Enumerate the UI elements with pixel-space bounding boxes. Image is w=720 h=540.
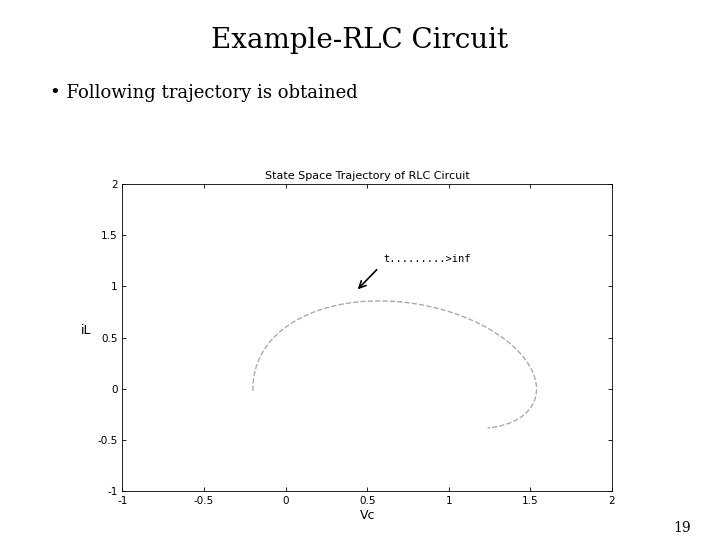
X-axis label: Vc: Vc <box>359 509 375 522</box>
Text: • Following trajectory is obtained: • Following trajectory is obtained <box>50 84 358 102</box>
Title: State Space Trajectory of RLC Circuit: State Space Trajectory of RLC Circuit <box>265 171 469 181</box>
Text: 19: 19 <box>674 521 691 535</box>
Text: Example-RLC Circuit: Example-RLC Circuit <box>212 27 508 54</box>
Text: t.........>inf: t.........>inf <box>384 254 471 264</box>
Y-axis label: iL: iL <box>81 325 91 338</box>
